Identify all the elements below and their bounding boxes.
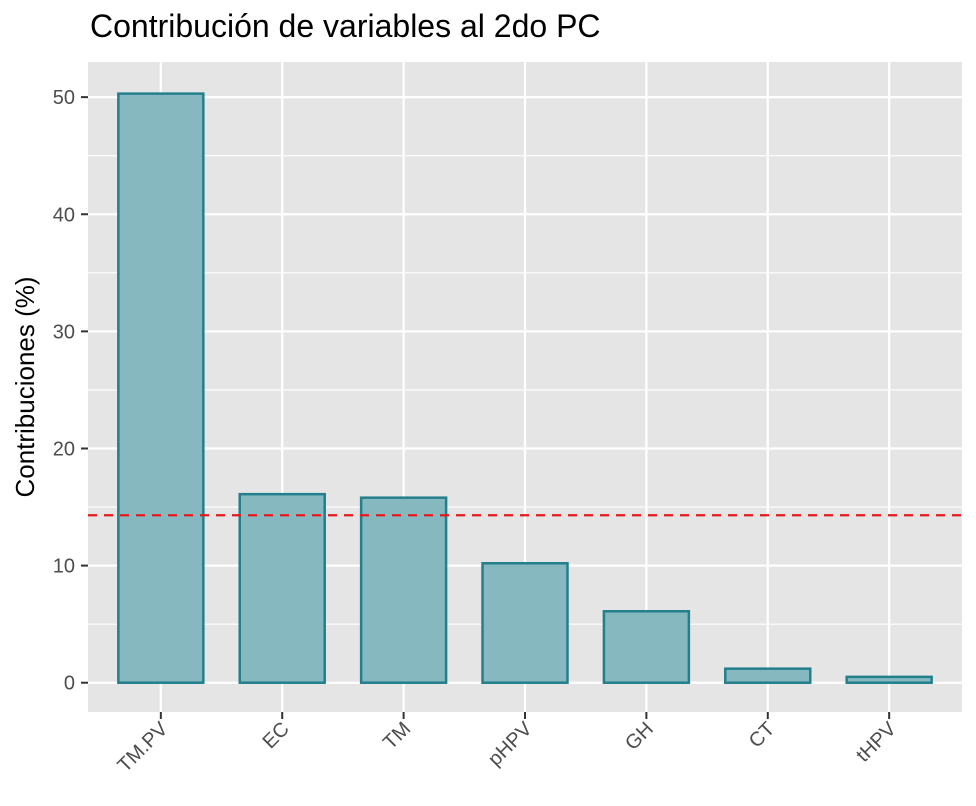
y-tick-label: 0 [64,673,75,695]
y-axis: 0 10 20 30 40 50 [53,87,88,695]
x-tick-label: tHPV [852,718,901,767]
y-tick-label: 50 [53,87,75,109]
x-tick-label: pHPV [484,718,537,771]
y-tick-label: 30 [53,321,75,343]
x-tick-label: TM.PV [114,718,173,777]
bar-tm-pv [117,92,205,684]
x-tick-label: TM [379,718,415,754]
x-tick-label: CT [745,718,779,752]
x-tick-label: GH [621,718,658,755]
x-tick-label: EC [259,718,294,753]
y-tick-label: 20 [53,438,75,460]
bar-ct [724,667,812,684]
bars [117,92,933,684]
chart-title: Contribución de variables al 2do PC [90,8,601,44]
bar-thpv [845,675,933,684]
bar-tm [359,496,448,684]
y-axis-title: Contribuciones (%) [10,276,40,497]
x-axis: TM.PV EC TM pHPV GH CT tHPV [114,712,901,777]
bar-ec [238,492,326,684]
bar-gh [602,610,691,684]
bar-phpv [481,562,569,684]
y-tick-label: 10 [53,556,75,578]
y-tick-label: 40 [53,204,75,226]
